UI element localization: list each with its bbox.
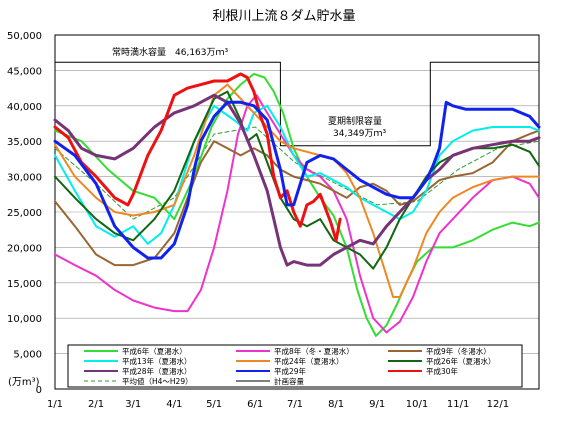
legend-label: 平成29年 [274, 366, 307, 376]
legend-box [67, 344, 523, 388]
legend-label: 平均値（H4～H29） [122, 376, 193, 386]
x-tick-label: 8/1 [328, 399, 344, 410]
y-tick-label: 0 [36, 385, 42, 396]
legend-label: 平成24年（夏渇水） [274, 356, 344, 366]
legend-label: 計画容量 [274, 376, 304, 386]
x-tick-label: 2/1 [88, 399, 104, 410]
series-line [53, 72, 342, 242]
legend-label: 平成6年（夏渇水） [122, 346, 187, 356]
legend-label: 平成28年（夏渇水） [122, 366, 192, 376]
y-tick-label: 25,000 [7, 208, 42, 219]
series-lines [53, 61, 541, 337]
y-tick-label: 40,000 [7, 102, 42, 113]
x-tick-label: 1/1 [47, 399, 63, 410]
annotation-full-capacity: 常時満水容量 46,163万ｍ³ [112, 46, 228, 58]
y-axis: 0 5,000 10,000 15,000 20,000 25,000 30,000 35,0… [7, 31, 42, 396]
x-tick-label: 3/1 [125, 399, 141, 410]
legend-label: 平成9年（冬渇水） [426, 346, 491, 356]
x-tick-label: 7/1 [287, 399, 303, 410]
annotation-summer-limit-box [325, 113, 397, 141]
y-tick-label: 45,000 [7, 66, 42, 77]
series-line [54, 129, 540, 267]
x-tick-label: 9/1 [369, 399, 385, 410]
series-line [54, 104, 540, 245]
series-line [53, 100, 541, 260]
legend-label: 平成26年（夏渇水） [426, 356, 496, 366]
y-tick-label: 20,000 [7, 243, 42, 254]
x-tick-label: 12/1 [487, 399, 509, 410]
series-line [54, 61, 540, 147]
y-tick-label: 35,000 [7, 137, 42, 148]
legend: 平成6年（夏渇水） 平成8年（冬・夏渇水） 平成9年（冬渇水）平成13年（夏渇水）平… [67, 344, 523, 388]
y-tick-label: 50,000 [7, 31, 42, 42]
x-tick-label: 10/1 [406, 399, 428, 410]
x-tick-label: 6/1 [247, 399, 263, 410]
series-line [54, 126, 540, 220]
y-tick-label: 5,000 [13, 350, 42, 361]
legend-label: 平成30年 [426, 366, 459, 376]
y-tick-label: 15,000 [7, 279, 42, 290]
y-tick-label: 30,000 [7, 173, 42, 184]
series-line [54, 90, 540, 270]
x-tick-label: 11/1 [447, 399, 469, 410]
x-axis: 1/1 2/1 3/1 4/1 5/1 6/1 7/1 8/1 9/1 10/1 11/1 12/1 [47, 399, 509, 410]
x-tick-label: 4/1 [166, 399, 182, 410]
legend-label: 平成8年（冬・夏渇水） [274, 346, 354, 356]
annotation-full-capacity-box [103, 44, 253, 58]
x-tick-label: 5/1 [206, 399, 222, 410]
legend-label: 平成13年（夏渇水） [122, 356, 192, 366]
series-line [53, 93, 541, 267]
annotation-summer-limit-label: 夏期制限容量 [328, 115, 382, 127]
series-line [54, 94, 540, 334]
chart-title: 利根川上流８ダム貯水量 [212, 9, 355, 24]
y-axis-label: (万m³) [8, 377, 40, 388]
y-tick-label: 10,000 [7, 314, 42, 325]
annotation-summer-limit-value: 34,349万ｍ³ [333, 129, 386, 139]
plot-area [54, 34, 540, 390]
